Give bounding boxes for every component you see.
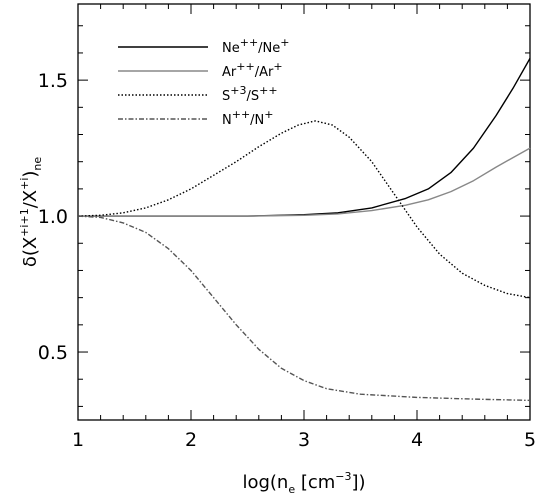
x-tick-label: 3 — [298, 429, 310, 451]
legend-label-3: S+3/S++ — [222, 84, 278, 104]
tick-labels: 1 2 3 4 5 0.5 1.0 1.5 — [38, 70, 536, 451]
series-line-3 — [77, 120, 531, 299]
legend-label-2: Ar++/Ar+ — [222, 60, 283, 80]
series-line-1 — [78, 58, 531, 217]
y-tick-label: 1.0 — [38, 206, 68, 228]
legend: Ne++/Ne+ Ar++/Ar+ S+3/S++ N++/N+ — [118, 36, 290, 128]
legend-label-1: Ne++/Ne+ — [222, 36, 290, 56]
y-axis-label: δ(X+i+1/X+i)ne — [18, 157, 44, 268]
x-tick-label: 4 — [411, 429, 423, 451]
plot-frame — [77, 3, 531, 421]
x-axis-label: log(ne [cm−3]) — [242, 470, 365, 496]
x-tick-label: 5 — [524, 429, 536, 451]
series-line-2 — [78, 147, 531, 217]
x-tick-label: 2 — [185, 429, 197, 451]
series-lines — [77, 58, 531, 402]
series-line-4 — [77, 215, 531, 402]
axis-ticks — [77, 4, 531, 420]
x-tick-label: 1 — [72, 429, 84, 451]
legend-label-4: N++/N+ — [222, 108, 274, 128]
y-tick-label: 0.5 — [38, 342, 68, 364]
y-tick-label: 1.5 — [38, 70, 68, 92]
